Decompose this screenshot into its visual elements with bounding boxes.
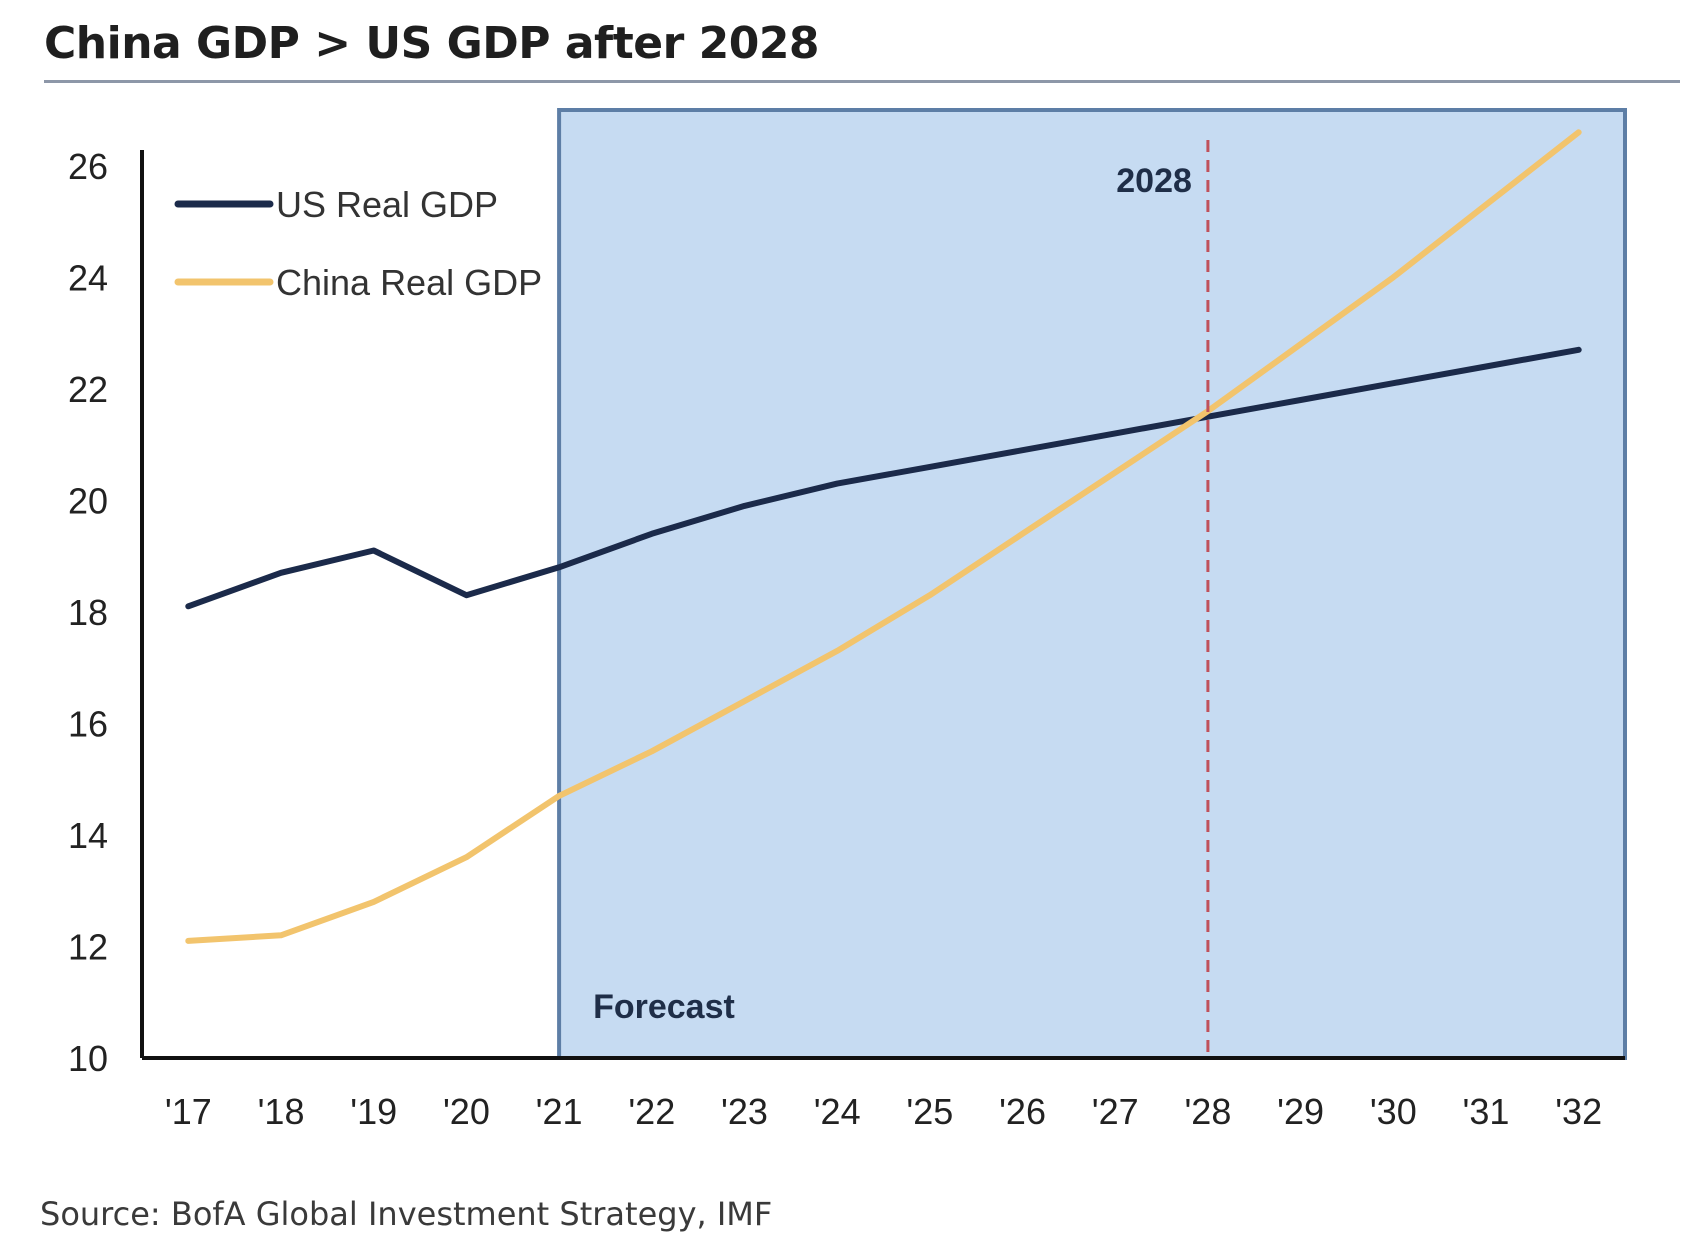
x-tick-label: '31: [1463, 1091, 1510, 1132]
y-tick-label: 24: [68, 257, 108, 298]
china-real-gdp-line: [185, 129, 1582, 944]
x-tick-label: '23: [721, 1091, 768, 1132]
reference-line-label: 2028: [1116, 162, 1192, 200]
x-tick-label: '21: [536, 1091, 583, 1132]
x-tick-label: '19: [350, 1091, 397, 1132]
x-tick-label: '22: [628, 1091, 675, 1132]
y-tick-label: 26: [68, 146, 108, 187]
x-tick-label: '28: [1184, 1091, 1231, 1132]
title-divider: [44, 80, 1680, 83]
chart-title: China GDP > US GDP after 2028: [44, 18, 820, 69]
x-tick-label: '27: [1092, 1091, 1139, 1132]
y-tick-label: 10: [68, 1038, 108, 1079]
y-tick-label: 22: [68, 369, 108, 410]
legend-label: US Real GDP: [276, 184, 498, 225]
legend-label: China Real GDP: [276, 262, 542, 303]
y-tick-label: 16: [68, 703, 108, 744]
us-real-gdp-line: [185, 346, 1582, 610]
chart-plot: 10 12 14 16 18 20 22 24 26 '17 '18 '19 '20 '21 '22 '23 '…: [68, 108, 1627, 1132]
y-tick-label: 12: [68, 926, 108, 967]
x-tick-label: '18: [258, 1091, 305, 1132]
x-tick-label: '32: [1555, 1091, 1602, 1132]
x-tick-label: '26: [999, 1091, 1046, 1132]
forecast-region: [557, 108, 1627, 1060]
x-tick-label: '30: [1370, 1091, 1417, 1132]
x-tick-label: '24: [814, 1091, 861, 1132]
y-tick-label: 20: [68, 480, 108, 521]
y-tick-label: 18: [68, 592, 108, 633]
x-tick-label: '25: [906, 1091, 953, 1132]
source-note: Source: BofA Global Investment Strategy,…: [40, 1195, 773, 1233]
y-tick-label: 14: [68, 815, 108, 856]
forecast-label: Forecast: [593, 988, 735, 1026]
x-tick-label: '20: [443, 1091, 490, 1132]
x-tick-label: '17: [165, 1091, 212, 1132]
x-tick-label: '29: [1277, 1091, 1324, 1132]
